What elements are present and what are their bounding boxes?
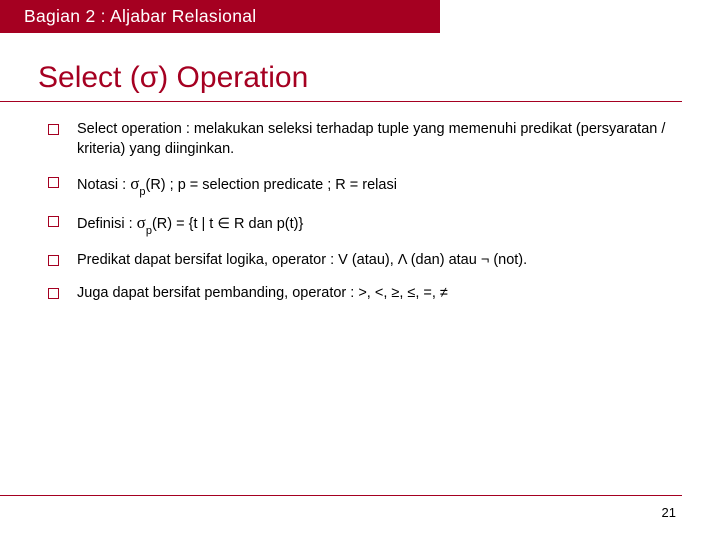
bullet-text: Select operation : melakukan seleksi ter… <box>77 120 672 159</box>
bullet-prefix: Definisi : <box>77 216 137 232</box>
subscript: p <box>146 225 152 237</box>
section-header: Bagian 2 : Aljabar Relasional <box>0 0 440 33</box>
bottom-rule <box>0 495 682 496</box>
bullet-marker-icon <box>48 216 59 227</box>
slide-title: Select (σ) Operation <box>0 33 720 101</box>
bullet-marker-icon <box>48 255 59 266</box>
bullet-text: Juga dapat bersifat pembanding, operator… <box>77 284 672 304</box>
bullet-marker-icon <box>48 177 59 188</box>
bullet-item: Definisi : σp(R) = {t | t ∈ R dan p(t)} <box>48 212 672 237</box>
sigma-symbol: σ <box>137 213 146 232</box>
bullet-marker-icon <box>48 124 59 135</box>
formula-post: (R) <box>145 177 165 193</box>
bullet-suffix: = {t | t ∈ R dan p(t)} <box>172 216 303 232</box>
bullet-text: Definisi : σp(R) = {t | t ∈ R dan p(t)} <box>77 212 672 237</box>
bullet-text: Notasi : σp(R) ; p = selection predicate… <box>77 173 672 198</box>
bullet-prefix: Notasi : <box>77 177 130 193</box>
sigma-symbol: σ <box>130 174 139 193</box>
page-number: 21 <box>662 505 676 520</box>
bullet-text: Predikat dapat bersifat logika, operator… <box>77 251 672 271</box>
bullet-suffix: ; p = selection predicate ; R = relasi <box>166 177 397 193</box>
bullet-item: Juga dapat bersifat pembanding, operator… <box>48 284 672 304</box>
bullet-item: Predikat dapat bersifat logika, operator… <box>48 251 672 271</box>
bullet-item: Select operation : melakukan seleksi ter… <box>48 120 672 159</box>
bullet-marker-icon <box>48 288 59 299</box>
title-underline <box>0 101 682 102</box>
subscript: p <box>139 186 145 198</box>
bullet-item: Notasi : σp(R) ; p = selection predicate… <box>48 173 672 198</box>
section-header-text: Bagian 2 : Aljabar Relasional <box>24 6 256 26</box>
formula-post: (R) <box>152 216 172 232</box>
content-area: Select operation : melakukan seleksi ter… <box>0 120 720 304</box>
